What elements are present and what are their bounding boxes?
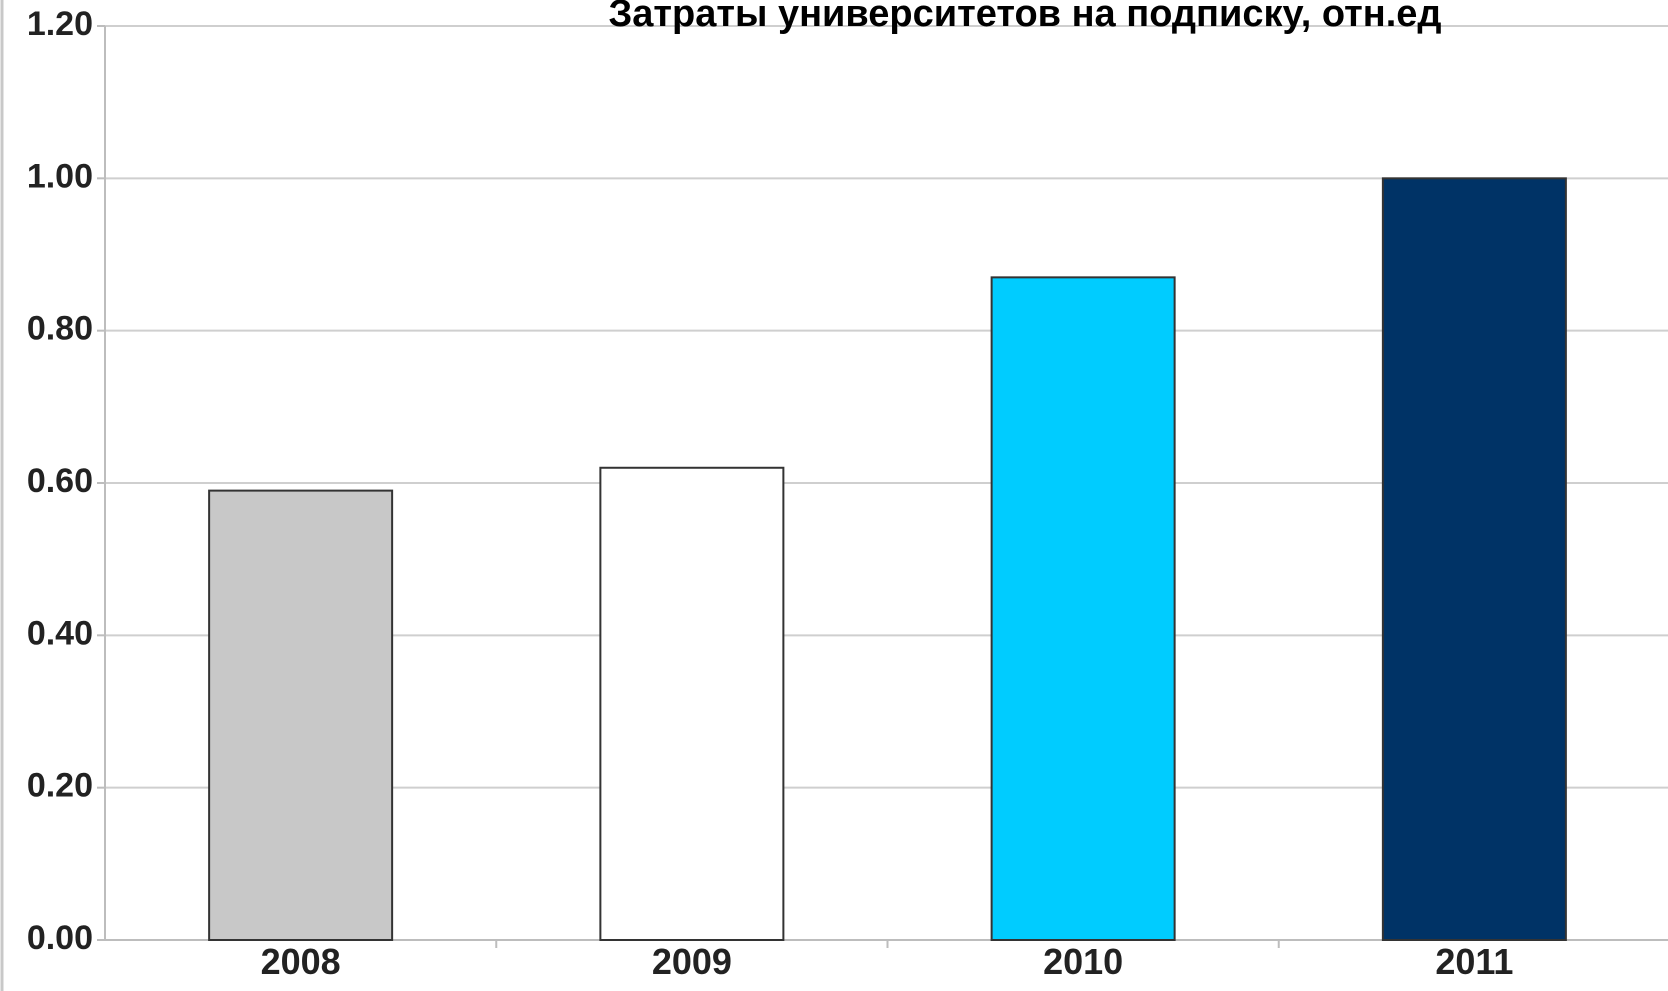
y-tick-label: 1.00	[27, 157, 93, 195]
axis-labels: 0.00 0.20 0.40 0.60 0.80 1.00 1.20 2008 2009 2010…	[27, 5, 1514, 982]
y-tick-label: 0.60	[27, 462, 93, 500]
x-category-label: 2009	[652, 941, 732, 982]
y-tick-label: 1.20	[27, 5, 93, 43]
x-category-label: 2011	[1435, 941, 1513, 982]
y-tick-label: 0.40	[27, 614, 93, 652]
y-tick-label: 0.00	[27, 919, 93, 957]
bar-2011	[1381, 177, 1567, 942]
y-tick-label: 0.80	[27, 310, 93, 348]
x-category-label: 2010	[1043, 941, 1123, 982]
bars	[208, 177, 1567, 942]
bar-2008	[208, 489, 394, 941]
x-category-label: 2008	[261, 941, 341, 982]
bar-2009	[599, 466, 785, 941]
chart-title: Затраты университетов на подписку, отн.е…	[608, 0, 1441, 35]
bar-2010	[990, 276, 1176, 942]
y-tick-label: 0.20	[27, 767, 93, 805]
